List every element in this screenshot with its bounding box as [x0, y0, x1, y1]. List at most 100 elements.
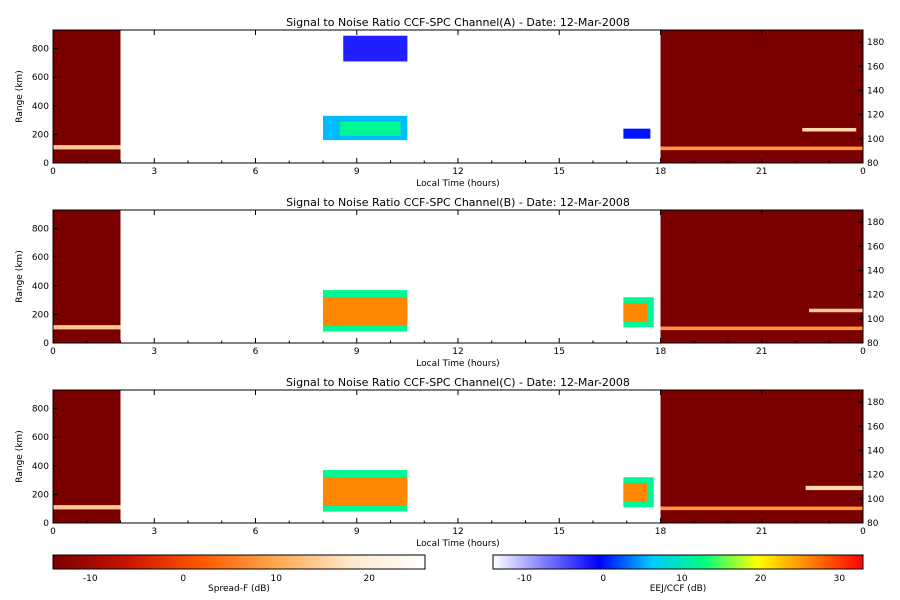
- colorbar-label: Spread-F (dB): [208, 584, 270, 594]
- x-tick-label: 0: [50, 167, 56, 177]
- y-tick-label: 200: [32, 130, 49, 140]
- heatmap-cell: [53, 325, 121, 330]
- y-tick-label: 200: [32, 310, 49, 320]
- x-axis-label: Local Time (hours): [416, 179, 499, 189]
- heatmap-cell: [623, 302, 647, 322]
- heatmap-cell: [623, 128, 651, 139]
- colorbar: [52, 554, 426, 570]
- x-tick-label: 21: [756, 347, 767, 357]
- y-tick-label: 600: [32, 433, 49, 443]
- chart-title: Signal to Noise Ratio CCF-SPC Channel(A)…: [286, 16, 630, 29]
- y2-tick-label: 140: [867, 446, 884, 456]
- heatmap-cell: [660, 210, 863, 343]
- y-tick-label: 600: [32, 253, 49, 263]
- colorbar: [492, 554, 864, 570]
- y2-tick-label: 100: [867, 135, 884, 145]
- y2-tick-label: 140: [867, 266, 884, 276]
- heatmap-cell: [805, 485, 863, 491]
- y-tick-label: 400: [32, 102, 49, 112]
- y2-tick-label: 160: [867, 422, 884, 432]
- x-tick-label: 15: [554, 347, 565, 357]
- y2-tick-label: 120: [867, 291, 884, 301]
- heatmap-cell: [343, 35, 408, 62]
- x-tick-label: 18: [655, 527, 667, 537]
- x-tick-label: 6: [253, 167, 259, 177]
- y2-tick-label: 180: [867, 398, 884, 408]
- x-tick-label: 9: [354, 527, 360, 537]
- y2-tick-label: 160: [867, 62, 884, 72]
- heatmap-cell: [660, 326, 863, 331]
- y2-tick-label: 140: [867, 86, 884, 96]
- colorbar-tick-label: 10: [676, 574, 688, 584]
- y-tick-label: 800: [32, 45, 49, 55]
- y2-tick-label: 100: [867, 315, 884, 325]
- colorbar-label: EEJ/CCF (dB): [650, 584, 707, 594]
- y2-tick-label: 80: [867, 339, 879, 349]
- x-tick-label: 12: [452, 527, 463, 537]
- colorbar-tick-label: 10: [270, 574, 282, 584]
- x-axis-label: Local Time (hours): [416, 539, 499, 549]
- x-tick-label: 21: [756, 167, 767, 177]
- heatmap-cell: [53, 145, 121, 150]
- y-axis-label: Range (km): [15, 70, 25, 122]
- y-tick-label: 600: [32, 73, 49, 83]
- heatmap-cell: [660, 390, 863, 523]
- heatmap-cell: [53, 210, 121, 343]
- y-tick-label: 0: [43, 339, 49, 349]
- y-axis-label: Range (km): [15, 430, 25, 482]
- x-tick-label: 18: [655, 167, 667, 177]
- x-tick-label: 9: [354, 167, 360, 177]
- x-tick-label: 3: [151, 167, 157, 177]
- y-tick-label: 200: [32, 490, 49, 500]
- x-tick-label: 18: [655, 347, 667, 357]
- colorbar-tick-label: -10: [517, 574, 532, 584]
- x-tick-label: 0: [50, 527, 56, 537]
- x-tick-label: 0: [860, 167, 866, 177]
- heatmap-cell: [623, 482, 647, 502]
- y-tick-label: 800: [32, 405, 49, 415]
- y-tick-label: 400: [32, 282, 49, 292]
- x-axis-label: Local Time (hours): [416, 359, 499, 369]
- x-tick-label: 3: [151, 347, 157, 357]
- y2-tick-label: 180: [867, 38, 884, 48]
- colorbar-tick-label: 0: [180, 574, 186, 584]
- colorbar-tick-label: 0: [600, 574, 606, 584]
- y-tick-label: 0: [43, 159, 49, 169]
- y-tick-label: 400: [32, 462, 49, 472]
- y-axis-label: Range (km): [15, 250, 25, 302]
- x-tick-label: 15: [554, 527, 565, 537]
- x-tick-label: 12: [452, 347, 463, 357]
- y2-tick-label: 100: [867, 495, 884, 505]
- heatmap-cell: [802, 127, 857, 132]
- colorbar-tick-label: -10: [83, 574, 98, 584]
- x-tick-label: 6: [253, 527, 259, 537]
- x-tick-label: 12: [452, 167, 463, 177]
- colorbar-tick-label: 20: [363, 574, 375, 584]
- heatmap-cell: [660, 506, 863, 511]
- x-tick-label: 0: [860, 347, 866, 357]
- chart-title: Signal to Noise Ratio CCF-SPC Channel(C)…: [286, 376, 630, 389]
- x-tick-label: 21: [756, 527, 767, 537]
- heatmap-cell: [323, 477, 408, 506]
- y2-tick-label: 180: [867, 218, 884, 228]
- chart-title: Signal to Noise Ratio CCF-SPC Channel(B)…: [286, 196, 630, 209]
- x-tick-label: 9: [354, 347, 360, 357]
- x-tick-label: 0: [860, 527, 866, 537]
- heatmap-cell: [323, 297, 408, 326]
- colorbar-tick-label: 30: [834, 574, 846, 584]
- heatmap-cell: [53, 505, 121, 510]
- heatmap-cell: [660, 146, 863, 151]
- y2-tick-label: 120: [867, 471, 884, 481]
- y-tick-label: 0: [43, 519, 49, 529]
- heatmap-cell: [53, 30, 121, 163]
- x-tick-label: 15: [554, 167, 565, 177]
- y2-tick-label: 160: [867, 242, 884, 252]
- x-tick-label: 6: [253, 347, 259, 357]
- y2-tick-label: 80: [867, 159, 879, 169]
- x-tick-label: 0: [50, 347, 56, 357]
- x-tick-label: 3: [151, 527, 157, 537]
- heatmap-cell: [809, 308, 863, 313]
- heatmap-cell: [53, 390, 121, 523]
